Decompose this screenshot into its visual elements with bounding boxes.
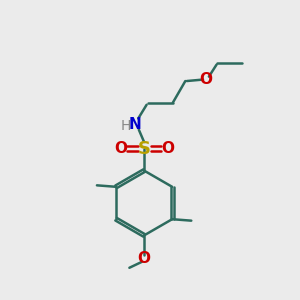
- Text: S: S: [138, 140, 151, 158]
- Text: O: O: [114, 141, 127, 156]
- Text: N: N: [129, 117, 142, 132]
- Text: O: O: [200, 72, 212, 87]
- Text: H: H: [121, 119, 131, 133]
- Text: O: O: [138, 251, 151, 266]
- Text: O: O: [161, 141, 174, 156]
